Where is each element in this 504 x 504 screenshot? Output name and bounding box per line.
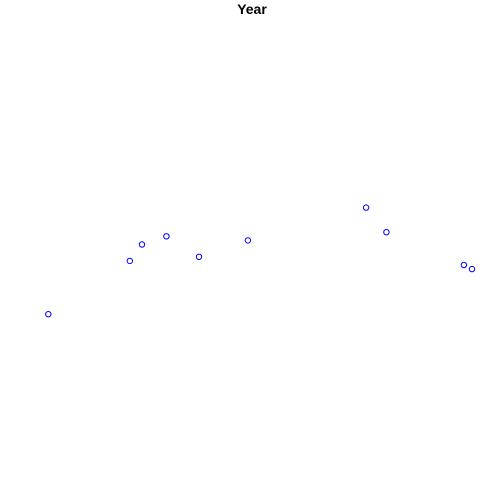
- data-point: [138, 241, 146, 248]
- data-point: [362, 204, 370, 211]
- data-point: [468, 265, 476, 273]
- data-point: [383, 229, 390, 236]
- data-point: [195, 253, 203, 260]
- chart-title: Year: [237, 1, 267, 17]
- data-point: [460, 261, 468, 269]
- data-point: [163, 233, 170, 240]
- data-points: [45, 204, 476, 318]
- data-point: [244, 237, 252, 244]
- data-point: [126, 257, 134, 265]
- data-point: [45, 311, 52, 318]
